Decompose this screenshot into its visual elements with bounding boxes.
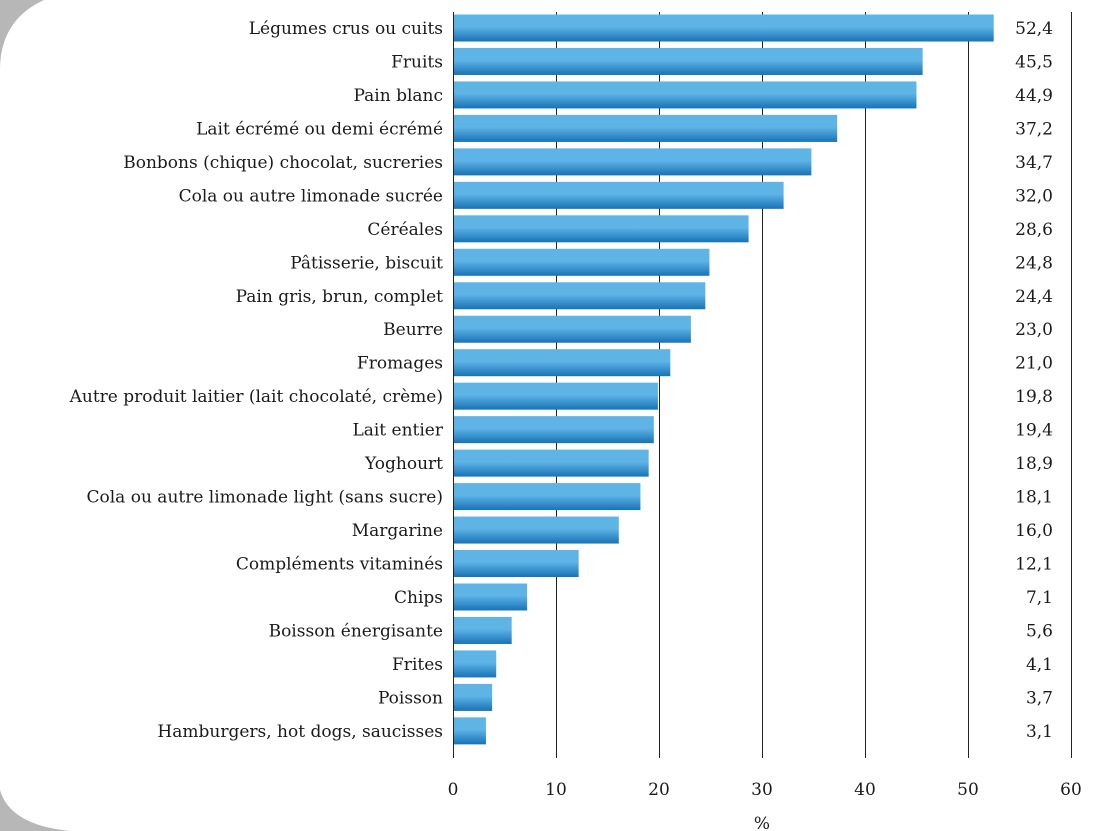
category-label: Fromages (357, 354, 443, 374)
value-label: 7,1 (1026, 588, 1053, 608)
category-label: Cola ou autre limonade light (sans sucre… (87, 488, 444, 508)
x-tick-label: 50 (957, 780, 979, 800)
value-label: 3,1 (1026, 722, 1053, 742)
value-label: 45,5 (1015, 52, 1053, 72)
category-label: Lait écrémé ou demi écrémé (196, 119, 443, 139)
category-label: Boisson énergisante (269, 621, 443, 641)
value-label: 3,7 (1026, 688, 1053, 708)
x-tick-label: 10 (545, 780, 567, 800)
x-tick-label: 60 (1060, 780, 1082, 800)
category-labels: Légumes crus ou cuits Fruits Pain blanc Lai… (69, 19, 444, 742)
bar (454, 516, 619, 544)
category-label: Cola ou autre limonade sucrée (179, 186, 443, 206)
bar (454, 315, 691, 343)
value-label: 28,6 (1015, 220, 1053, 240)
category-label: Bonbons (chique) chocolat, sucreries (123, 153, 443, 173)
value-label: 23,0 (1015, 320, 1053, 340)
bar (454, 616, 512, 644)
bar (454, 483, 641, 511)
value-label: 5,6 (1026, 621, 1053, 641)
category-label: Céréales (367, 220, 443, 240)
bars (454, 14, 994, 745)
value-label: 44,9 (1015, 86, 1053, 106)
bar (454, 282, 706, 310)
category-label: Pain blanc (353, 86, 443, 106)
bar (454, 215, 749, 243)
bar (454, 181, 784, 209)
x-tick-label: 20 (648, 780, 670, 800)
bar (454, 583, 528, 611)
category-label: Lait entier (352, 421, 443, 441)
bar (454, 550, 579, 578)
value-labels: 52,4 45,5 44,9 37,2 34,7 32,0 28,6 24,8 24,4 23,0… (1015, 19, 1053, 742)
category-label: Légumes crus ou cuits (249, 19, 443, 39)
bar (454, 717, 486, 745)
bar (454, 349, 671, 377)
bar (454, 47, 923, 75)
value-label: 18,9 (1015, 454, 1053, 474)
value-label: 19,8 (1015, 387, 1053, 407)
value-label: 18,1 (1015, 488, 1053, 508)
value-label: 52,4 (1015, 19, 1053, 39)
category-label: Hamburgers, hot dogs, saucisses (157, 722, 443, 742)
x-tick-label: 30 (751, 780, 773, 800)
category-label: Chips (394, 588, 443, 608)
category-label: Fruits (391, 52, 443, 72)
category-label: Autre produit laitier (lait chocolaté, c… (69, 387, 443, 407)
bar (454, 148, 812, 176)
corner-decoration-bottom (0, 790, 70, 831)
category-label: Margarine (352, 521, 443, 541)
bar (454, 382, 658, 410)
value-label: 24,4 (1015, 287, 1053, 307)
category-label: Beurre (383, 320, 443, 340)
bar (454, 683, 493, 711)
value-label: 32,0 (1015, 186, 1053, 206)
value-label: 37,2 (1015, 119, 1053, 139)
bar (454, 81, 917, 109)
bar (454, 114, 838, 142)
value-label: 4,1 (1026, 655, 1053, 675)
value-label: 21,0 (1015, 354, 1053, 374)
category-label: Yoghourt (364, 454, 443, 474)
category-label: Frites (392, 655, 443, 675)
value-label: 16,0 (1015, 521, 1053, 541)
value-label: 24,8 (1015, 253, 1053, 273)
bar (454, 650, 497, 678)
bar (454, 248, 710, 276)
corner-decoration-top (0, 0, 44, 70)
category-label: Poisson (378, 688, 443, 708)
x-tick-label: 40 (854, 780, 876, 800)
x-tick-labels: 0 10 20 30 40 50 60 (448, 780, 1082, 800)
category-label: Pâtisserie, biscuit (290, 253, 443, 273)
bar (454, 14, 994, 42)
category-label: Compléments vitaminés (236, 555, 443, 575)
value-label: 12,1 (1015, 555, 1053, 575)
value-label: 19,4 (1015, 421, 1053, 441)
value-label: 34,7 (1015, 153, 1053, 173)
x-axis-title: % (754, 814, 770, 831)
bar (454, 416, 654, 444)
bar (454, 449, 649, 477)
x-tick-label: 0 (448, 780, 459, 800)
category-label: Pain gris, brun, complet (236, 287, 444, 307)
